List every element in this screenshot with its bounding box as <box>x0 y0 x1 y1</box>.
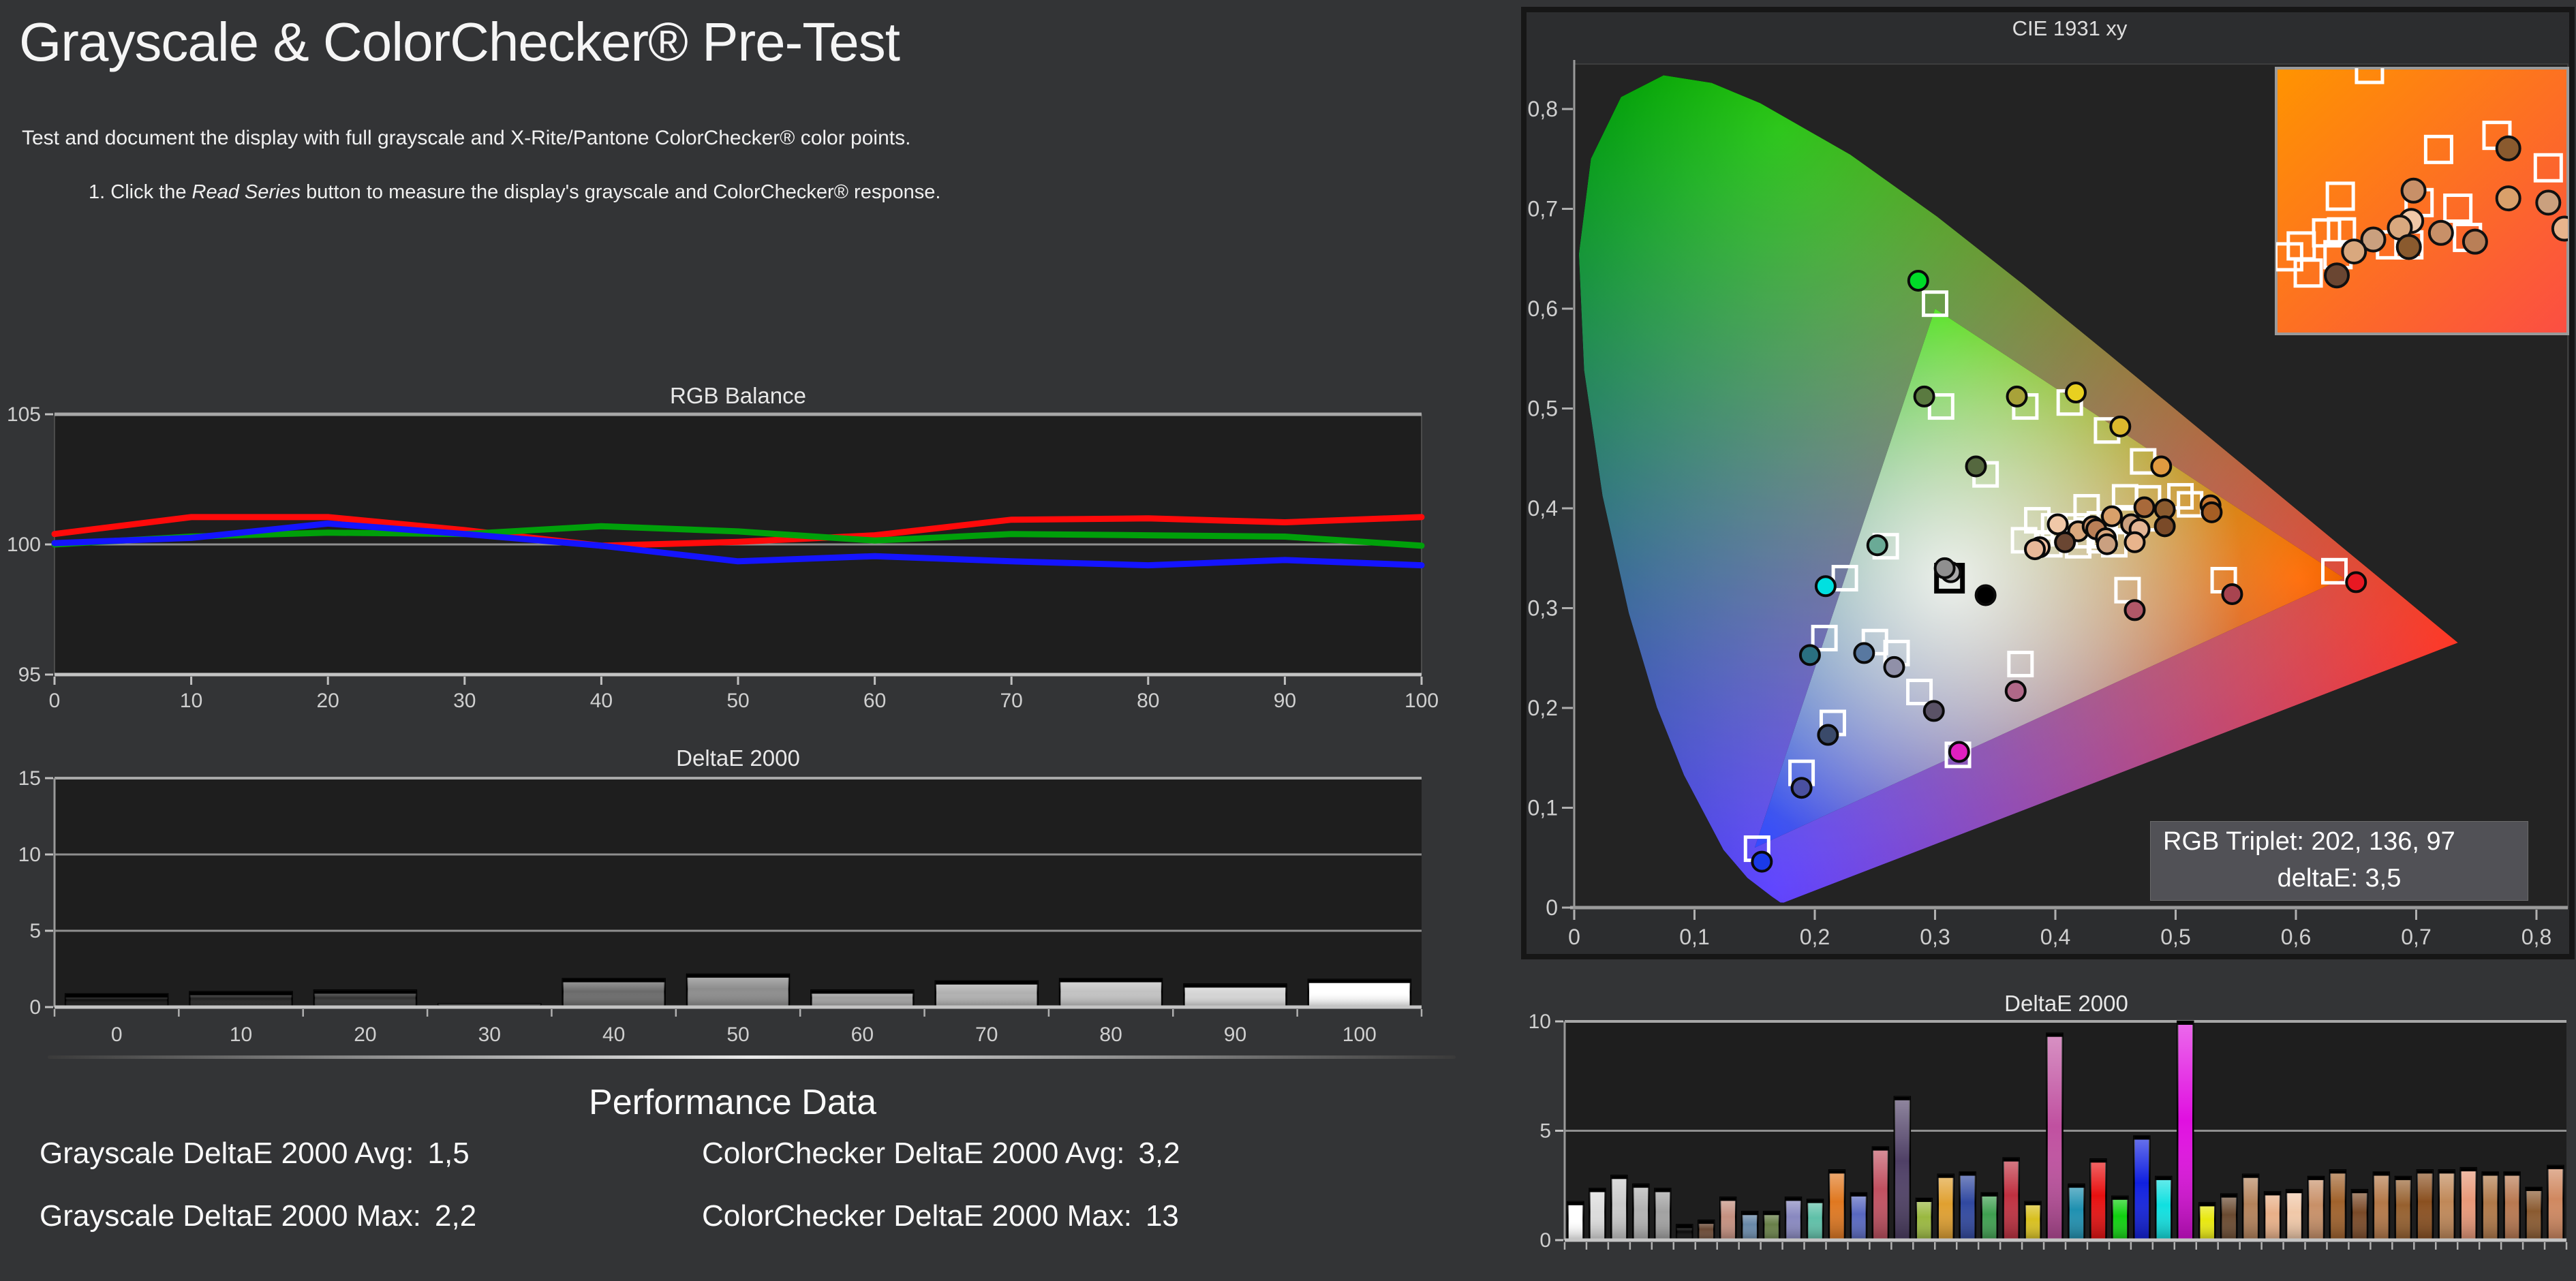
svg-text:20: 20 <box>354 1023 376 1046</box>
rgb-balance-title: RGB Balance <box>670 383 806 408</box>
svg-text:0: 0 <box>29 996 41 1019</box>
grayscale-max-row: Grayscale DeltaE 2000 Max: 2,2 <box>40 1199 476 1233</box>
svg-text:0,5: 0,5 <box>2160 925 2190 949</box>
grayscale-avg-row: Grayscale DeltaE 2000 Avg: 1,5 <box>40 1137 470 1171</box>
svg-text:0,1: 0,1 <box>1679 925 1709 949</box>
step-text-post: button to measure the display's grayscal… <box>301 181 941 203</box>
svg-text:70: 70 <box>1000 690 1023 712</box>
colorchecker-deltae-chart: 0 5 10 <box>1529 1010 2568 1252</box>
svg-text:0: 0 <box>1539 1229 1551 1252</box>
svg-text:0,4: 0,4 <box>2040 925 2070 949</box>
grayscale-avg-label: Grayscale DeltaE 2000 Avg: <box>40 1137 414 1170</box>
svg-text:70: 70 <box>975 1023 998 1046</box>
cie-1931-diagram[interactable]: 0 0,1 0,2 0,3 0,4 0,5 0,6 0,7 0,8 0 0,1 0,2 0,3 0,4 0,… <box>1527 60 2569 953</box>
svg-text:0,8: 0,8 <box>2521 925 2551 949</box>
svg-text:50: 50 <box>726 1023 749 1046</box>
colorchecker-avg-row: ColorChecker DeltaE 2000 Avg: 3,2 <box>702 1137 1180 1171</box>
section-divider <box>48 1055 1456 1059</box>
tooltip-deltae: deltaE: 3,5 <box>2277 864 2402 893</box>
svg-text:105: 105 <box>7 403 41 426</box>
page-description: Test and document the display with full … <box>22 127 911 149</box>
rgb-balance-chart: 95 100 105 0 10 20 30 40 50 60 70 80 90 100 <box>7 403 1439 712</box>
cie-point-tooltip: RGB Triplet: 202, 136, 97 deltaE: 3,5 <box>2150 821 2528 901</box>
tooltip-rgb-triplet: RGB Triplet: 202, 136, 97 <box>2163 827 2455 856</box>
svg-text:0,1: 0,1 <box>1528 796 1558 820</box>
svg-text:100: 100 <box>7 534 41 556</box>
svg-text:0,4: 0,4 <box>1528 496 1558 521</box>
svg-text:50: 50 <box>726 690 749 712</box>
cie-chart-title: CIE 1931 xy <box>2012 16 2128 40</box>
grayscale-max-value: 2,2 <box>435 1199 477 1233</box>
svg-text:90: 90 <box>1274 690 1296 712</box>
svg-text:0,6: 0,6 <box>1528 296 1558 321</box>
svg-text:100: 100 <box>1405 690 1439 712</box>
svg-text:30: 30 <box>453 690 476 712</box>
grayscale-avg-value: 1,5 <box>427 1137 470 1170</box>
svg-text:5: 5 <box>29 920 41 942</box>
svg-text:80: 80 <box>1137 690 1159 712</box>
performance-data-title: Performance Data <box>589 1083 876 1122</box>
svg-text:0,5: 0,5 <box>1528 397 1558 421</box>
svg-text:10: 10 <box>18 844 41 866</box>
svg-text:0,7: 0,7 <box>2401 925 2431 949</box>
colorchecker-max-row: ColorChecker DeltaE 2000 Max: 13 <box>702 1199 1179 1233</box>
svg-text:60: 60 <box>863 690 886 712</box>
svg-text:95: 95 <box>18 664 41 686</box>
page-title: Grayscale & ColorChecker® Pre-Test <box>19 12 900 72</box>
step-number: 1. <box>89 181 111 203</box>
svg-text:0: 0 <box>1568 925 1580 949</box>
grayscale-deltae-title: DeltaE 2000 <box>676 745 800 771</box>
svg-text:100: 100 <box>1343 1023 1377 1046</box>
svg-text:15: 15 <box>18 767 41 790</box>
step-text-pre: Click the <box>110 181 192 203</box>
svg-text:20: 20 <box>317 690 339 712</box>
svg-text:0,3: 0,3 <box>1920 925 1950 949</box>
svg-text:30: 30 <box>478 1023 501 1046</box>
instruction-step: 1. Click the Read Series button to measu… <box>89 181 940 204</box>
svg-text:40: 40 <box>602 1023 625 1046</box>
svg-text:10: 10 <box>1529 1010 1551 1033</box>
colorchecker-deltae-title: DeltaE 2000 <box>2004 991 2128 1016</box>
svg-text:0: 0 <box>49 690 61 712</box>
svg-text:5: 5 <box>1539 1120 1551 1143</box>
grayscale-deltae-chart: 0 5 10 15 0 10 20 30 40 50 60 70 80 90 100 <box>18 767 1423 1046</box>
svg-text:90: 90 <box>1224 1023 1246 1046</box>
svg-text:10: 10 <box>180 690 202 712</box>
colorchecker-avg-value: 3,2 <box>1138 1137 1180 1170</box>
colorchecker-max-label: ColorChecker DeltaE 2000 Max: <box>702 1199 1132 1233</box>
svg-text:0,3: 0,3 <box>1528 596 1558 621</box>
svg-text:80: 80 <box>1099 1023 1122 1046</box>
svg-text:40: 40 <box>590 690 613 712</box>
svg-text:10: 10 <box>230 1023 252 1046</box>
svg-text:0,2: 0,2 <box>1528 696 1558 720</box>
colorchecker-avg-label: ColorChecker DeltaE 2000 Avg: <box>702 1137 1125 1170</box>
colorchecker-max-value: 13 <box>1145 1199 1179 1233</box>
svg-text:0,6: 0,6 <box>2281 925 2311 949</box>
grayscale-max-label: Grayscale DeltaE 2000 Max: <box>40 1199 422 1233</box>
svg-text:0,8: 0,8 <box>1528 97 1558 121</box>
svg-text:0: 0 <box>111 1023 123 1046</box>
svg-text:60: 60 <box>851 1023 874 1046</box>
svg-text:0,7: 0,7 <box>1528 197 1558 221</box>
svg-text:0,2: 0,2 <box>1800 925 1830 949</box>
step-read-series: Read Series <box>191 181 301 203</box>
svg-text:0: 0 <box>1546 895 1558 920</box>
